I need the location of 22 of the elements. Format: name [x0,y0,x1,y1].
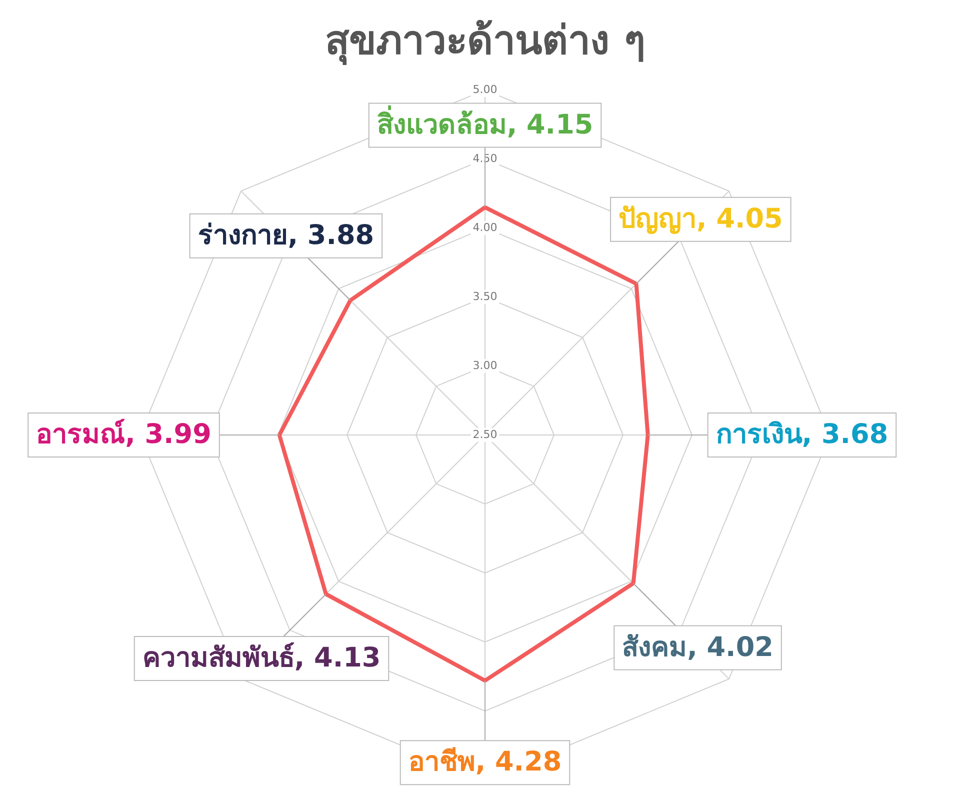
spoke-label: ร่างกาย [198,220,288,251]
spoke-label: ปัญญา [618,203,697,234]
y-tick-label: 2.50 [472,428,498,441]
y-tick-label: 5.00 [472,82,498,96]
chart-title: สุขภาวะด้านต่าง ๆ [324,17,646,67]
spoke-label: ความสัมพันธ์ [142,642,294,674]
text: , 4.13 [294,642,381,674]
text: , 4.28 [475,746,562,778]
y-tick-label: 3.50 [472,290,498,303]
y-tick-label: 3.00 [472,358,498,372]
spoke-label: สิ่งแวดล้อม [376,104,507,140]
y-tick-label: 4.00 [472,220,498,234]
spoke-label: การเงิน [716,419,803,450]
text: , 4.02 [687,632,774,663]
spoke-label: อารมณ์ [36,418,126,450]
text: , 3.88 [288,220,374,251]
text: , 3.68 [802,419,888,450]
spoke-label: สังคม [622,632,688,663]
text: , 4.15 [506,109,594,140]
spoke-label: อาชีพ [408,746,476,778]
text: , 3.99 [125,419,212,450]
text: , 4.05 [696,203,783,234]
